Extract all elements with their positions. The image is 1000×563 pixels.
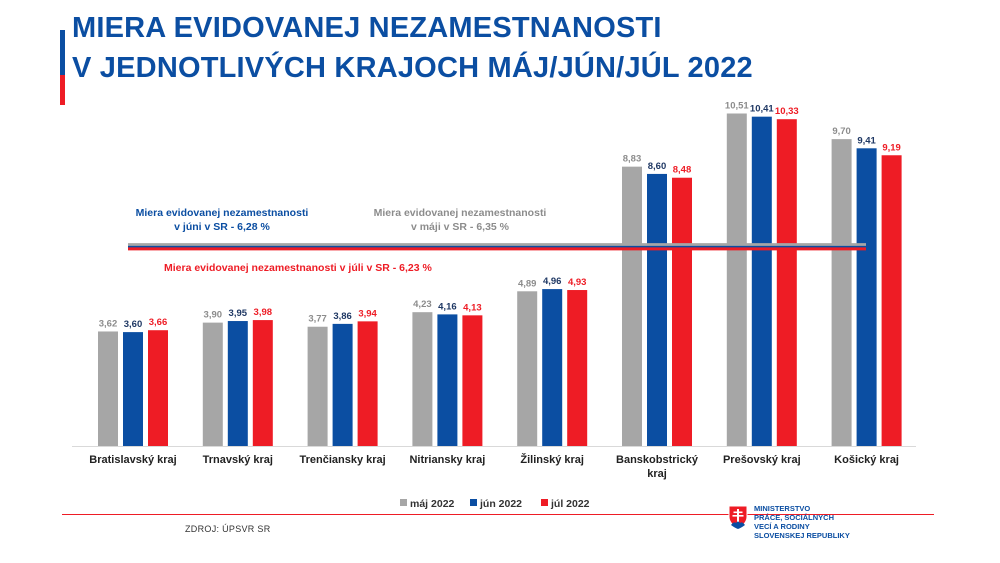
x-tick-label: Košický kraj bbox=[834, 454, 899, 466]
x-tick-label: Prešovský kraj bbox=[723, 454, 801, 466]
data-label-june: 3,60 bbox=[124, 319, 143, 330]
x-tick-label: Trnavský kraj bbox=[203, 454, 273, 466]
bar-july bbox=[462, 315, 483, 446]
legend-label-may: máj 2022 bbox=[410, 498, 455, 510]
reference-label-july: Miera evidovanej nezamestnanosti v júli … bbox=[164, 262, 433, 274]
ministry-logo: MINISTERSTVO PRÁCE, SOCIÁLNYCH VECÍ A RO… bbox=[728, 504, 850, 540]
bar-june bbox=[647, 173, 667, 446]
data-label-july: 4,93 bbox=[568, 277, 587, 288]
bar-june bbox=[437, 314, 458, 446]
reference-label-may: v máji v SR - 6,35 % bbox=[411, 221, 510, 233]
data-label-july: 8,48 bbox=[673, 165, 692, 176]
data-label-may: 10,51 bbox=[725, 101, 749, 112]
reference-label-june: Miera evidovanej nezamestnanosti bbox=[136, 207, 309, 219]
data-label-june: 9,41 bbox=[857, 135, 876, 146]
data-label-june: 4,96 bbox=[543, 276, 562, 287]
bar-july bbox=[776, 119, 797, 447]
x-tick-label: Žilinský kraj bbox=[520, 453, 584, 466]
data-label-july: 9,19 bbox=[882, 142, 901, 153]
page-title: MIERA EVIDOVANEJ NEZAMESTNANOSTI V JEDNO… bbox=[72, 8, 753, 88]
bar-may bbox=[307, 326, 328, 446]
data-label-june: 4,16 bbox=[438, 301, 457, 312]
x-tick-label: Nitriansky kraj bbox=[409, 454, 485, 466]
reference-label-june: v júni v SR - 6,28 % bbox=[174, 221, 270, 233]
x-tick-label: Bratislavský kraj bbox=[89, 454, 176, 466]
data-label-july: 10,33 bbox=[775, 106, 799, 117]
bar-may bbox=[202, 322, 223, 446]
legend-label-june: jún 2022 bbox=[479, 498, 522, 510]
legend-label-july: júl 2022 bbox=[550, 498, 590, 510]
bar-june bbox=[227, 321, 248, 446]
data-label-may: 9,70 bbox=[832, 126, 851, 137]
footer-divider bbox=[62, 514, 934, 515]
data-label-july: 4,13 bbox=[463, 302, 482, 313]
data-label-may: 4,89 bbox=[518, 278, 537, 289]
data-label-may: 3,90 bbox=[204, 310, 223, 321]
legend-swatch-july bbox=[541, 499, 548, 506]
x-tick-label: Trenčiansky kraj bbox=[299, 454, 385, 466]
bar-june bbox=[123, 332, 143, 446]
bar-july bbox=[252, 320, 273, 446]
data-label-july: 3,94 bbox=[358, 308, 377, 319]
bar-july bbox=[567, 290, 588, 446]
slovak-coat-of-arms-icon bbox=[728, 505, 748, 530]
data-label-july: 3,66 bbox=[149, 317, 168, 328]
bar-may bbox=[412, 312, 433, 446]
data-label-may: 8,83 bbox=[623, 154, 642, 165]
bar-july bbox=[357, 321, 378, 446]
bar-june bbox=[332, 323, 353, 446]
data-label-june: 3,86 bbox=[333, 311, 352, 322]
title-line-2: V JEDNOTLIVÝCH KRAJOCH MÁJ/JÚN/JÚL 2022 bbox=[72, 52, 753, 84]
bar-may bbox=[517, 291, 538, 446]
bar-june bbox=[751, 116, 772, 446]
ministry-name: MINISTERSTVO PRÁCE, SOCIÁLNYCH VECÍ A RO… bbox=[754, 504, 850, 540]
legend-swatch-may bbox=[400, 499, 407, 506]
bar-may bbox=[622, 166, 642, 446]
bar-june bbox=[542, 289, 563, 446]
data-label-may: 4,23 bbox=[413, 299, 432, 310]
data-label-july: 3,98 bbox=[254, 307, 273, 318]
ministry-line: VECÍ A RODINY bbox=[754, 522, 810, 531]
data-label-june: 10,41 bbox=[750, 104, 774, 115]
bar-may bbox=[831, 139, 852, 447]
ministry-line: MINISTERSTVO bbox=[754, 504, 811, 513]
data-label-june: 3,95 bbox=[229, 308, 248, 319]
data-label-june: 8,60 bbox=[648, 161, 667, 172]
bar-july bbox=[672, 177, 692, 446]
bar-july bbox=[881, 155, 902, 446]
ministry-line: PRÁCE, SOCIÁLNYCH bbox=[754, 513, 835, 522]
data-label-may: 3,62 bbox=[99, 318, 118, 329]
bar-may bbox=[726, 113, 747, 446]
bar-may bbox=[98, 331, 118, 446]
source-note: ZDROJ: ÚPSVR SR bbox=[185, 524, 271, 534]
bar-july bbox=[148, 330, 168, 446]
bar-june bbox=[856, 148, 877, 446]
reference-label-may: Miera evidovanej nezamestnanosti bbox=[374, 207, 547, 219]
x-tick-label: kraj bbox=[647, 468, 667, 480]
x-tick-label: Banskobstrický bbox=[616, 454, 699, 466]
title-line-1: MIERA EVIDOVANEJ NEZAMESTNANOSTI bbox=[72, 12, 662, 44]
title-accent-bar bbox=[60, 0, 65, 105]
ministry-line: SLOVENSKEJ REPUBLIKY bbox=[754, 531, 850, 540]
data-label-may: 3,77 bbox=[308, 314, 327, 325]
legend-swatch-june bbox=[470, 499, 477, 506]
